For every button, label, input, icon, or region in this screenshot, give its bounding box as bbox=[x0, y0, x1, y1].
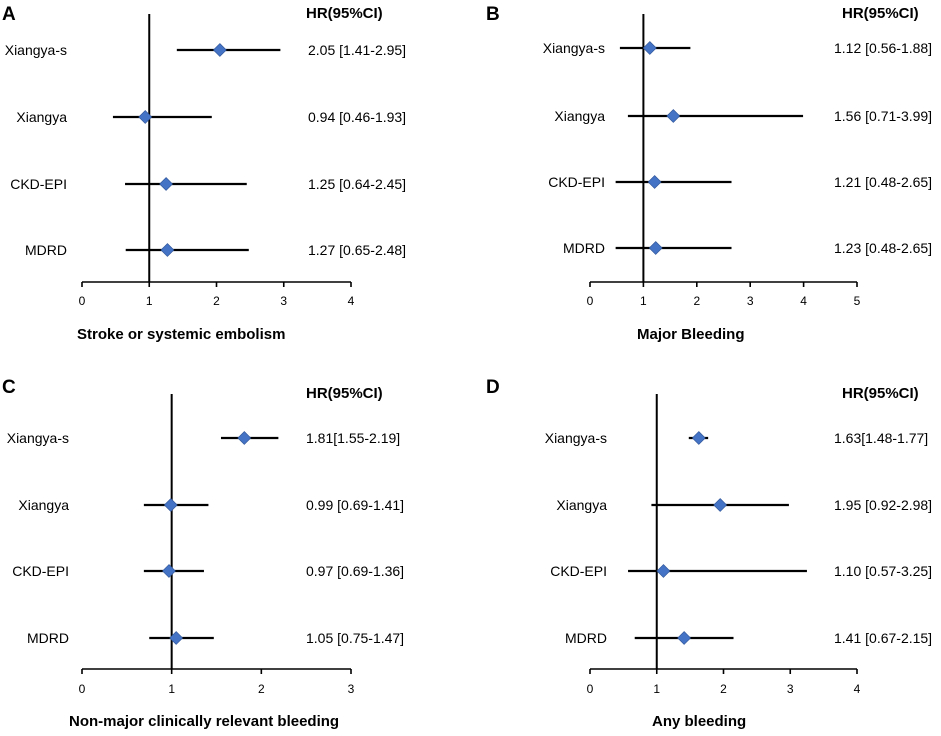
hr-header: HR(95%CI) bbox=[306, 5, 383, 22]
hr-value: 1.23 [0.48-2.65] bbox=[834, 240, 932, 256]
x-tick-label: 0 bbox=[587, 294, 594, 308]
hr-value: 0.99 [0.69-1.41] bbox=[306, 497, 404, 513]
panel-d: D HR(95%CI) Xiangya-s 1.63[1.48-1.77] Xian… bbox=[470, 368, 940, 736]
x-tick-label: 3 bbox=[280, 294, 287, 308]
hr-value: 1.95 [0.92-2.98] bbox=[834, 497, 932, 513]
row-label: Xiangya bbox=[18, 497, 69, 513]
x-tick-label: 1 bbox=[653, 682, 660, 696]
x-axis-label: Major Bleeding bbox=[637, 326, 745, 343]
hr-point bbox=[648, 241, 663, 255]
hr-value: 1.27 [0.65-2.48] bbox=[308, 242, 406, 258]
x-tick-label: 2 bbox=[720, 682, 727, 696]
x-tick-label: 1 bbox=[168, 682, 175, 696]
x-tick-label: 5 bbox=[854, 294, 861, 308]
hr-value: 1.25 [0.64-2.45] bbox=[308, 176, 406, 192]
hr-value: 0.94 [0.46-1.93] bbox=[308, 109, 406, 125]
hr-point bbox=[656, 564, 671, 578]
row-label: MDRD bbox=[565, 630, 607, 646]
panel-a: A HR(95%CI) Xiangya-s 2.05 [1.41-2.95] Xia… bbox=[0, 0, 470, 368]
row-label: Xiangya bbox=[556, 497, 607, 513]
hr-value: 1.12 [0.56-1.88] bbox=[834, 40, 932, 56]
hr-value: 1.56 [0.71-3.99] bbox=[834, 108, 932, 124]
hr-value: 0.97 [0.69-1.36] bbox=[306, 563, 404, 579]
x-tick-label: 2 bbox=[258, 682, 265, 696]
row-label: CKD-EPI bbox=[548, 174, 605, 190]
x-axis-label: Non-major clinically relevant bleeding bbox=[69, 713, 339, 730]
panel-letter: C bbox=[2, 377, 16, 398]
hr-point bbox=[691, 431, 706, 445]
hr-point bbox=[677, 631, 692, 645]
forest-plot-d: D HR(95%CI) Xiangya-s 1.63[1.48-1.77] Xian… bbox=[486, 377, 932, 730]
row-label: Xiangya-s bbox=[545, 430, 607, 446]
row-label: MDRD bbox=[27, 630, 69, 646]
row-label: CKD-EPI bbox=[550, 563, 607, 579]
forest-plot-c: C HR(95%CI) Xiangya-s 1.81[1.55-2.19] Xian… bbox=[2, 377, 404, 730]
x-tick-label: 4 bbox=[800, 294, 807, 308]
hr-value: 1.05 [0.75-1.47] bbox=[306, 630, 404, 646]
x-tick-label: 1 bbox=[640, 294, 647, 308]
panel-letter: D bbox=[486, 377, 500, 398]
hr-point bbox=[237, 431, 252, 445]
hr-value: 2.05 [1.41-2.95] bbox=[308, 42, 406, 58]
hr-point bbox=[642, 41, 657, 55]
hr-point bbox=[647, 175, 662, 189]
x-tick-label: 3 bbox=[787, 682, 794, 696]
forest-plot-a: A HR(95%CI) Xiangya-s 2.05 [1.41-2.95] Xia… bbox=[2, 4, 406, 343]
hr-point bbox=[159, 177, 173, 191]
hr-point bbox=[138, 110, 153, 124]
row-label: MDRD bbox=[25, 242, 67, 258]
row-label: Xiangya-s bbox=[5, 42, 67, 58]
row-label: CKD-EPI bbox=[12, 563, 69, 579]
panel-letter: B bbox=[486, 4, 500, 25]
x-tick-label: 0 bbox=[79, 294, 86, 308]
row-label: MDRD bbox=[563, 240, 605, 256]
hr-value: 1.81[1.55-2.19] bbox=[306, 430, 400, 446]
hr-point bbox=[169, 631, 184, 645]
hr-point bbox=[162, 564, 176, 578]
hr-header: HR(95%CI) bbox=[306, 385, 383, 402]
panel-b: B HR(95%CI) Xiangya-s 1.12 [0.56-1.88] Xia… bbox=[470, 0, 940, 368]
x-tick-label: 2 bbox=[693, 294, 700, 308]
row-label: Xiangya bbox=[16, 109, 67, 125]
x-tick-label: 1 bbox=[146, 294, 153, 308]
hr-point bbox=[160, 243, 175, 257]
hr-value: 1.10 [0.57-3.25] bbox=[834, 563, 932, 579]
hr-value: 1.63[1.48-1.77] bbox=[834, 430, 928, 446]
panel-letter: A bbox=[2, 4, 16, 25]
x-tick-label: 4 bbox=[854, 682, 861, 696]
forest-plot-b: B HR(95%CI) Xiangya-s 1.12 [0.56-1.88] Xia… bbox=[486, 4, 932, 343]
x-tick-label: 2 bbox=[213, 294, 220, 308]
row-label: Xiangya-s bbox=[7, 430, 69, 446]
hr-point bbox=[666, 109, 681, 123]
x-tick-label: 3 bbox=[348, 682, 355, 696]
hr-point bbox=[163, 498, 178, 512]
hr-header: HR(95%CI) bbox=[842, 385, 919, 402]
x-tick-label: 4 bbox=[348, 294, 355, 308]
hr-value: 1.41 [0.67-2.15] bbox=[834, 630, 932, 646]
x-axis-label: Any bleeding bbox=[652, 713, 746, 730]
hr-point bbox=[713, 498, 728, 512]
row-label: Xiangya bbox=[554, 108, 605, 124]
hr-point bbox=[212, 43, 227, 57]
row-label: Xiangya-s bbox=[543, 40, 605, 56]
x-tick-label: 3 bbox=[747, 294, 754, 308]
x-axis-label: Stroke or systemic embolism bbox=[77, 326, 285, 343]
panel-c: C HR(95%CI) Xiangya-s 1.81[1.55-2.19] Xian… bbox=[0, 368, 470, 736]
hr-header: HR(95%CI) bbox=[842, 5, 919, 22]
x-tick-label: 0 bbox=[79, 682, 86, 696]
x-tick-label: 0 bbox=[587, 682, 594, 696]
row-label: CKD-EPI bbox=[10, 176, 67, 192]
hr-value: 1.21 [0.48-2.65] bbox=[834, 174, 932, 190]
